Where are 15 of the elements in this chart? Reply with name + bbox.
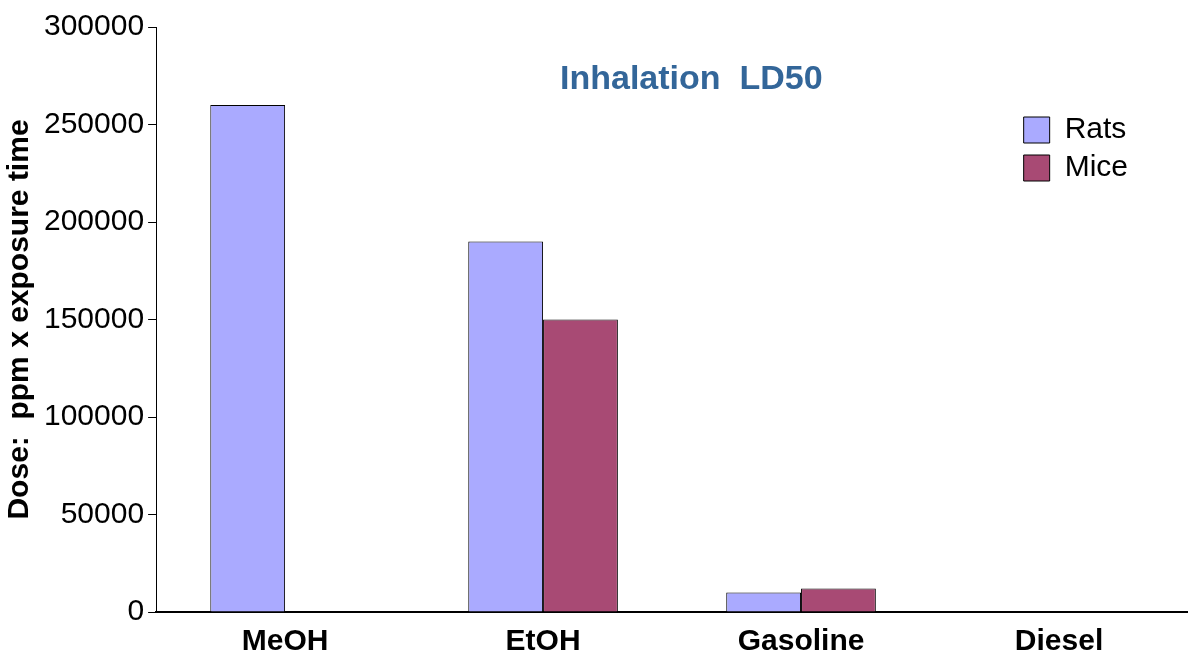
- legend-label: Rats: [1064, 111, 1127, 145]
- y-tick-label: 200000: [44, 203, 145, 237]
- y-tick-label: 50000: [60, 495, 145, 529]
- y-tick-label: 100000: [44, 398, 145, 432]
- x-tick-label: EtOH: [505, 623, 581, 657]
- y-tick-label: 0: [127, 593, 145, 627]
- y-tick-label: 300000: [44, 8, 145, 42]
- x-tick-label: Gasoline: [737, 623, 865, 657]
- y-tick-label: 150000: [44, 300, 145, 334]
- x-tick-label: MeOH: [241, 623, 329, 657]
- y-tick-label: 250000: [44, 105, 145, 139]
- y-axis-title: Dose: ppm x exposure time: [1, 119, 35, 520]
- legend-label: Mice: [1064, 149, 1128, 183]
- text: Inhalation LD50: [560, 58, 823, 97]
- x-tick-label: Diesel: [1014, 623, 1104, 657]
